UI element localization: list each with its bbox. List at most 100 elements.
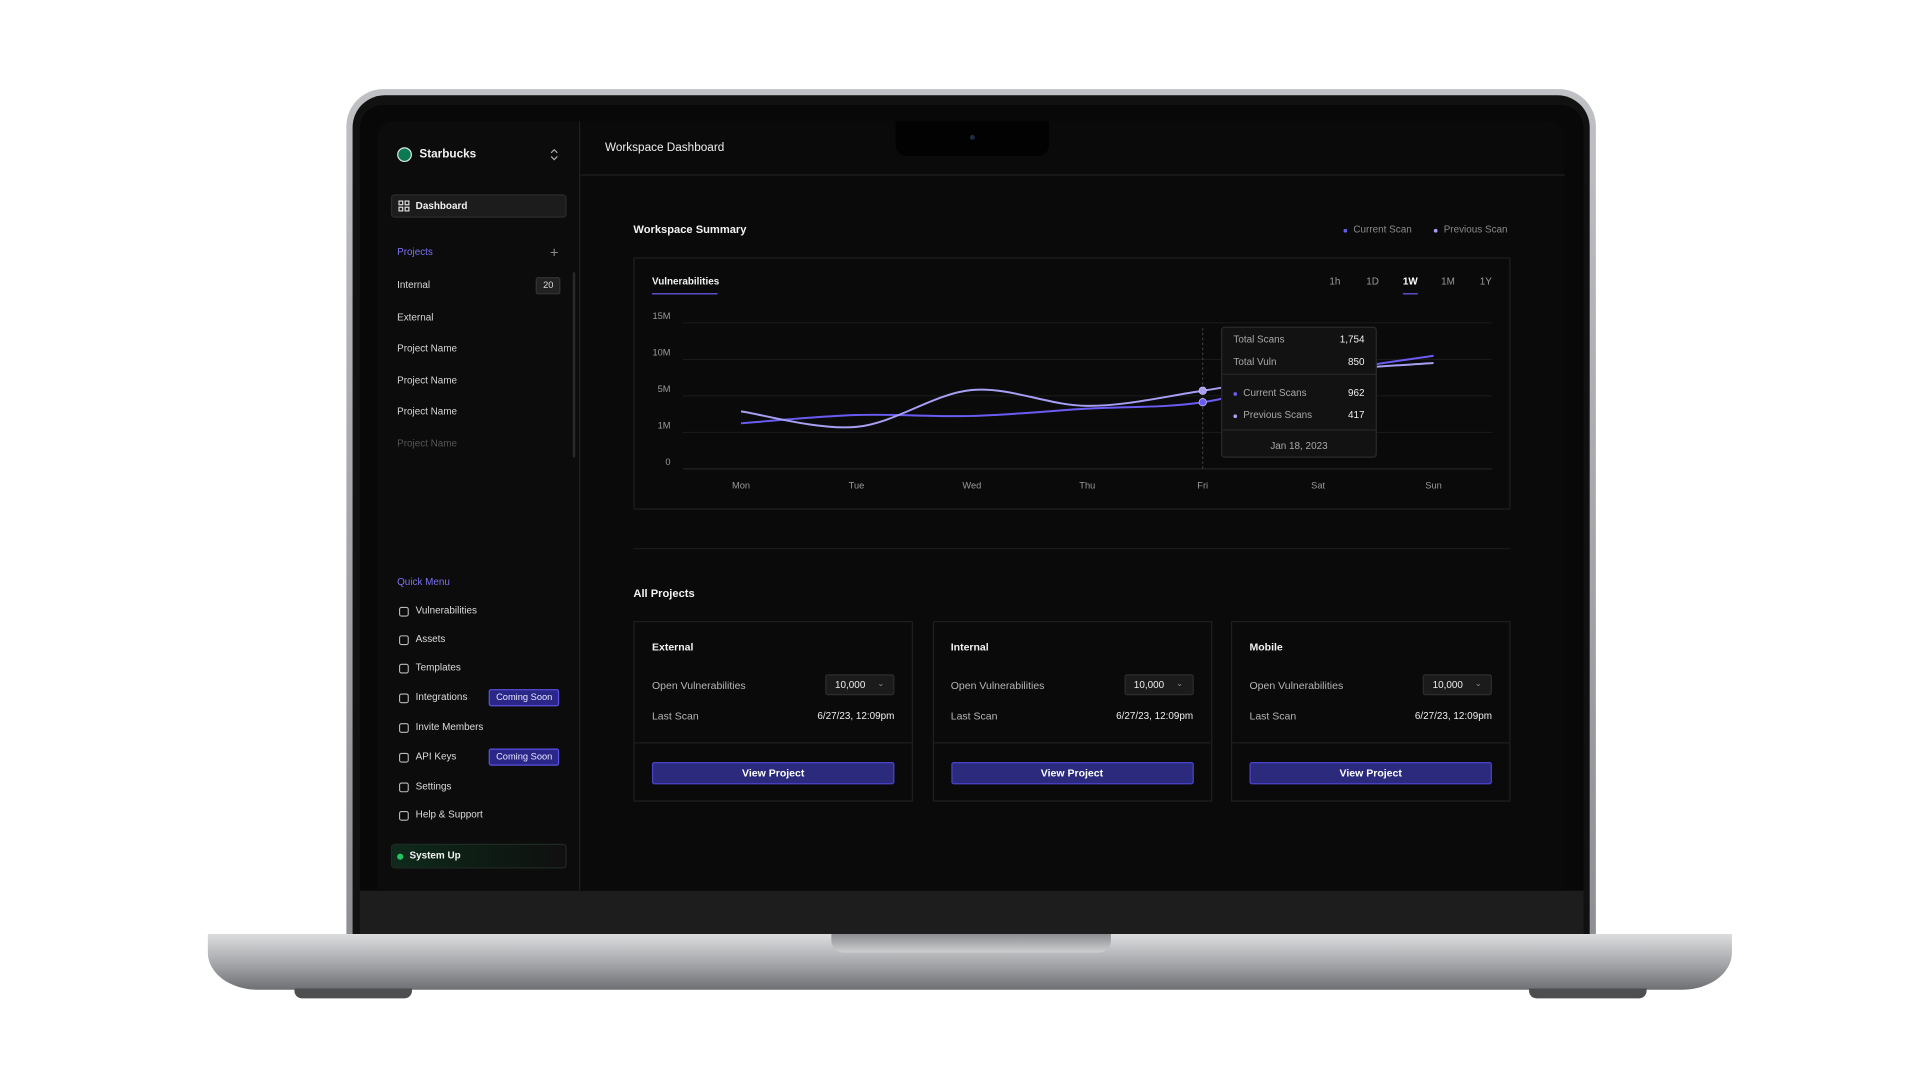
menu-item[interactable]: Settings xyxy=(415,780,452,792)
tab-underline xyxy=(651,292,718,295)
tooltip-dot xyxy=(1233,413,1238,418)
tooltip-label: Total Vuln xyxy=(1233,356,1277,368)
nav-item-active[interactable] xyxy=(390,194,567,218)
menu-badge: Coming Soon xyxy=(488,689,560,707)
card-divider xyxy=(634,742,912,744)
view-button[interactable] xyxy=(950,762,1194,785)
view-button-label[interactable]: View Project xyxy=(1339,766,1402,780)
x-tick-label: Wed xyxy=(962,481,981,491)
x-tick-label: Thu xyxy=(1079,481,1095,491)
menu-badge: Coming Soon xyxy=(488,748,560,766)
page-title: Workspace Dashboard xyxy=(604,141,725,155)
tooltip-divider xyxy=(1222,373,1376,375)
menu-item[interactable]: Help & Support xyxy=(415,809,483,821)
foot xyxy=(1529,988,1647,999)
chart-panel xyxy=(633,257,1511,510)
sidebar xyxy=(377,121,581,891)
card-label: Last Scan xyxy=(651,709,699,723)
tooltip-label: Total Scans xyxy=(1233,334,1285,346)
dashboard-icon xyxy=(398,200,410,212)
menu-icon xyxy=(399,634,409,645)
chart: 0 1M 5M 10M 15M Mon Tue Wed Thu Fri Sat Sun xyxy=(652,311,1492,491)
view-button[interactable] xyxy=(1249,762,1492,785)
view-button-label[interactable]: View Project xyxy=(1040,766,1104,780)
menu-icon xyxy=(399,810,409,821)
tooltip-label: Previous Scans xyxy=(1243,409,1313,421)
card-value: 6/27/23, 12:09pm xyxy=(1414,710,1492,722)
add-project-icon[interactable]: + xyxy=(549,243,559,262)
tooltip-dot xyxy=(1233,391,1238,396)
chevron-icon[interactable] xyxy=(549,147,559,162)
chart-tab[interactable]: Vulnerabilities xyxy=(651,275,720,288)
card-label: Open Vulnerabilities xyxy=(950,678,1045,692)
scrollbar xyxy=(572,272,576,458)
card-label: Open Vulnerabilities xyxy=(651,678,746,692)
dropdown[interactable] xyxy=(1422,674,1492,696)
project-item[interactable]: Internal xyxy=(397,279,431,291)
menu-icon xyxy=(399,692,409,703)
section-heading: Quick Menu xyxy=(397,576,450,588)
x-tick-label: Tue xyxy=(849,481,865,491)
status-label: System Up xyxy=(409,849,461,862)
section-title: All Projects xyxy=(633,587,695,600)
card-label: Last Scan xyxy=(950,709,998,723)
y-tick-label: 5M xyxy=(658,384,671,394)
menu-icon xyxy=(399,722,409,733)
y-tick-label: 15M xyxy=(652,311,670,321)
project-item[interactable]: Project Name xyxy=(397,437,458,450)
menu-icon xyxy=(399,606,409,617)
range-button[interactable]: 1Y xyxy=(1479,275,1492,288)
range-button[interactable]: 1D xyxy=(1366,275,1379,288)
range-button[interactable]: 1M xyxy=(1441,275,1455,288)
tooltip: Total Scans 1,754 Total Vuln 850 Current Sca… xyxy=(1221,326,1377,458)
menu-icon xyxy=(399,781,409,792)
menu-icon xyxy=(399,752,409,762)
range-button[interactable]: 1h xyxy=(1329,275,1341,288)
project-item[interactable]: Project Name xyxy=(397,406,458,418)
dropdown-value: 10,000 xyxy=(1133,678,1165,690)
section-divider xyxy=(633,548,1511,550)
menu-item[interactable]: Assets xyxy=(415,633,446,645)
chart-title: Workspace Summary xyxy=(633,223,747,236)
project-item[interactable]: External xyxy=(397,311,434,323)
workspace-name[interactable]: Starbucks xyxy=(419,147,477,162)
dropdown-value: 10,000 xyxy=(1432,678,1463,690)
project-item[interactable]: Project Name xyxy=(397,342,458,355)
view-button-label[interactable]: View Project xyxy=(742,766,805,780)
x-tick-label: Fri xyxy=(1197,481,1208,491)
x-tick-label: Sat xyxy=(1311,481,1325,491)
view-button[interactable] xyxy=(651,762,895,785)
tooltip-date: Jan 18, 2023 xyxy=(1270,440,1328,452)
dropdown-chevron: ⌄ xyxy=(1175,679,1184,689)
menu-icon xyxy=(399,663,409,673)
x-tick-label: Sun xyxy=(1425,481,1442,491)
range-button[interactable]: 1W xyxy=(1402,275,1418,288)
menu-item[interactable]: Templates xyxy=(415,661,461,673)
x-tick-label: Mon xyxy=(732,481,750,491)
camera xyxy=(969,134,975,140)
highlight-point xyxy=(1198,398,1207,407)
foot xyxy=(294,988,412,999)
menu-item[interactable]: API Keys xyxy=(415,750,457,763)
card-title: Mobile xyxy=(1249,640,1283,653)
card-label: Last Scan xyxy=(1249,709,1297,723)
y-tick-label: 0 xyxy=(665,457,670,467)
chin xyxy=(359,890,1584,936)
menu-item[interactable]: Vulnerabilities xyxy=(415,604,477,617)
project-item[interactable]: Project Name xyxy=(397,374,458,386)
dropdown[interactable] xyxy=(1123,674,1194,696)
base-notch xyxy=(831,934,1111,953)
project-card xyxy=(1230,621,1511,802)
menu-item[interactable]: Integrations xyxy=(415,691,468,703)
project-card xyxy=(932,621,1212,802)
legend-label: Current Scan xyxy=(1353,223,1412,236)
dropdown[interactable] xyxy=(825,674,895,696)
menu-item[interactable]: Invite Members xyxy=(415,721,484,733)
card-divider xyxy=(933,742,1211,744)
tooltip-divider xyxy=(1222,429,1376,431)
nav-label[interactable]: Dashboard xyxy=(415,199,468,211)
card-divider xyxy=(1232,742,1510,744)
y-tick-label: 10M xyxy=(652,348,670,358)
